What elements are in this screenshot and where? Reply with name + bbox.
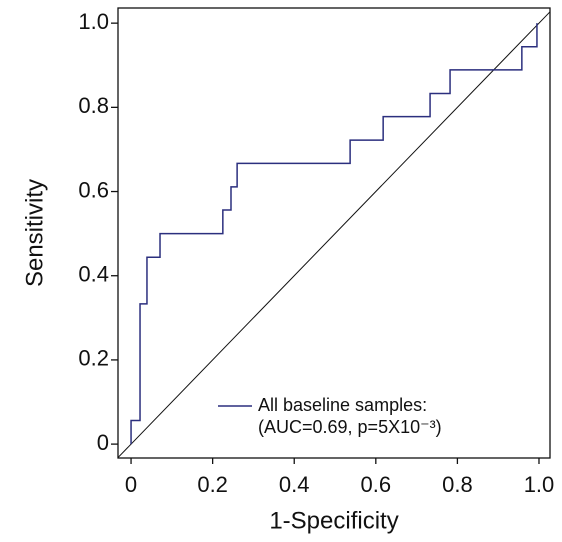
x-axis-label: 1-Specificity	[269, 507, 398, 534]
y-tick-label: 0.6	[78, 177, 109, 202]
x-tick-label: 0.4	[279, 472, 310, 497]
x-tick-label: 0.8	[442, 472, 473, 497]
y-tick-label: 0.8	[78, 93, 109, 118]
x-tick-label: 0.6	[361, 472, 392, 497]
y-tick-label: 0	[97, 430, 109, 455]
roc-line	[130, 23, 538, 445]
x-tick-label: 0	[125, 472, 137, 497]
reference-line	[117, 11, 551, 458]
plot-frame	[117, 7, 551, 459]
x-tick-label: 0.2	[197, 472, 228, 497]
legend-label: All baseline samples:	[258, 395, 427, 415]
x-tick-label: 1.0	[524, 472, 555, 497]
y-tick-label: 0.2	[78, 346, 109, 371]
y-tick-label: 0.4	[78, 262, 109, 287]
annotation: (AUC=0.69, p=5X10⁻³)	[258, 417, 442, 437]
y-tick-label: 1.0	[78, 9, 109, 34]
y-axis-label: Sensitivity	[21, 179, 48, 287]
